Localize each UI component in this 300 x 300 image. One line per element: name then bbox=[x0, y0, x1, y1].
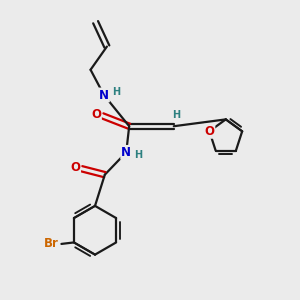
Text: O: O bbox=[204, 125, 214, 138]
Text: O: O bbox=[70, 161, 80, 174]
Text: H: H bbox=[134, 150, 142, 160]
Text: Br: Br bbox=[44, 237, 59, 250]
Text: N: N bbox=[121, 146, 131, 159]
Text: O: O bbox=[91, 108, 101, 121]
Text: H: H bbox=[112, 87, 120, 97]
Text: H: H bbox=[172, 110, 180, 120]
Text: N: N bbox=[99, 88, 109, 101]
